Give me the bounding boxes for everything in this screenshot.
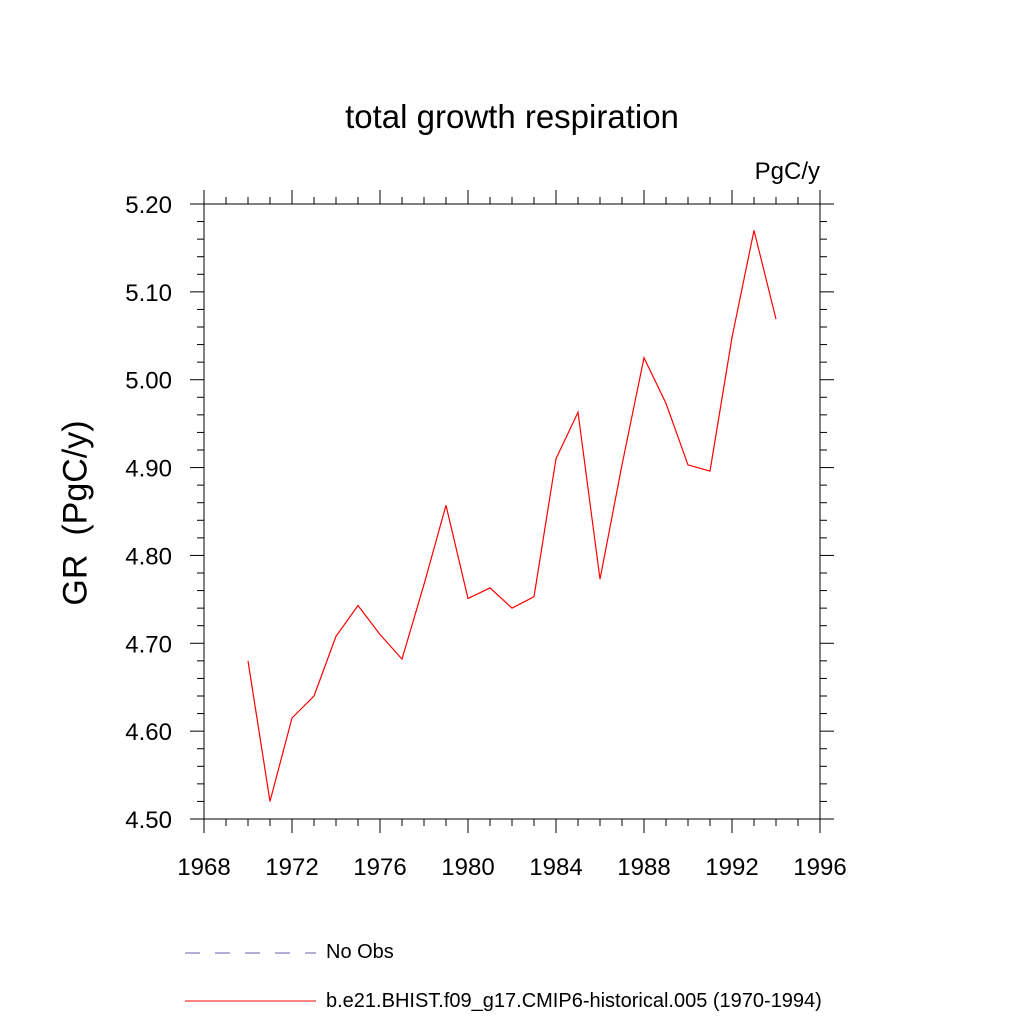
x-tick-label: 1996: [793, 854, 846, 881]
plot-frame: [203, 203, 821, 820]
y-axis-label: GR (PgC/y): [56, 420, 95, 606]
y-tick-label: 4.60: [125, 719, 172, 746]
y-tick-label: 4.90: [125, 456, 172, 483]
chart-title: total growth respiration: [345, 98, 679, 135]
x-tick-label: 1972: [265, 854, 318, 881]
y-tick-label: 4.50: [125, 807, 172, 834]
x-tick-label: 1992: [705, 854, 758, 881]
x-tick-label: 1968: [177, 854, 230, 881]
x-tick-label: 1984: [529, 854, 582, 881]
x-tick-label: 1988: [617, 854, 670, 881]
y-tick-label: 4.80: [125, 543, 172, 570]
x-tick-label: 1980: [441, 854, 494, 881]
legend-label-no-obs: No Obs: [326, 941, 394, 963]
y-tick-label: 5.10: [125, 280, 172, 307]
y-tick-label: 5.20: [125, 192, 172, 219]
y-tick-label: 5.00: [125, 368, 172, 395]
y-tick-label: 4.70: [125, 631, 172, 658]
series-line: [247, 230, 777, 802]
legend-label-historical: b.e21.BHIST.f09_g17.CMIP6-historical.005…: [326, 990, 822, 1012]
units-label: PgC/y: [754, 158, 820, 185]
x-tick-label: 1976: [353, 854, 406, 881]
